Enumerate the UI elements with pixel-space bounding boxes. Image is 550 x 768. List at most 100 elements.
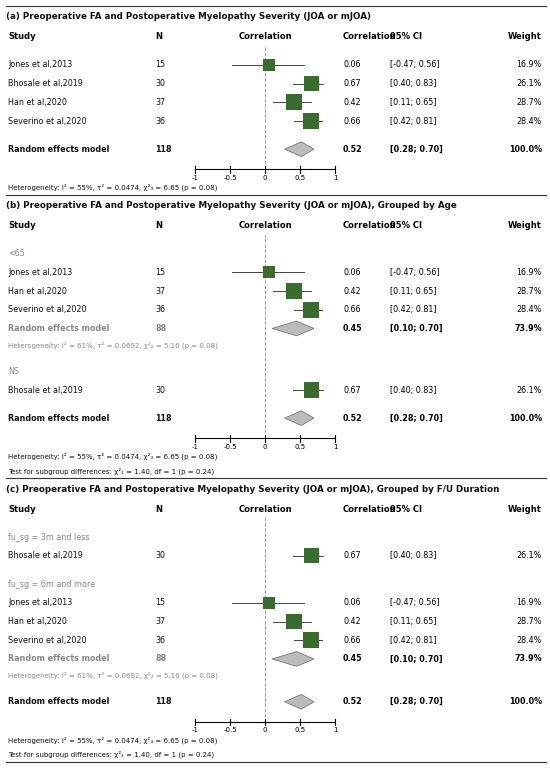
Text: -1: -1 [191,444,199,449]
Text: 1: 1 [333,444,337,449]
Bar [303,302,319,318]
Text: [-0.47; 0.56]: [-0.47; 0.56] [390,268,439,276]
Text: 0.5: 0.5 [294,727,306,733]
Text: (c) Preoperative FA and Postoperative Myelopathy Severity (JOA or mJOA), Grouped: (c) Preoperative FA and Postoperative My… [6,485,499,494]
Text: 0.42: 0.42 [343,617,361,626]
Text: Jones et al,2013: Jones et al,2013 [8,61,72,69]
Text: Heterogeneity: I² = 55%, τ² = 0.0474, χ²₃ = 6.65 (p = 0.08): Heterogeneity: I² = 55%, τ² = 0.0474, χ²… [8,737,217,743]
Text: Bhosale et al,2019: Bhosale et al,2019 [8,386,83,395]
Text: Random effects model: Random effects model [8,324,109,333]
Text: 118: 118 [155,697,172,707]
Text: 73.9%: 73.9% [514,654,542,664]
Bar [263,266,275,278]
Text: 0.67: 0.67 [343,79,361,88]
Text: 100.0%: 100.0% [509,144,542,154]
Text: 0.06: 0.06 [343,61,360,69]
Bar [263,59,275,71]
Text: -0.5: -0.5 [223,444,237,449]
Text: N: N [155,221,162,230]
Text: Severino et al,2020: Severino et al,2020 [8,117,86,126]
Text: 100.0%: 100.0% [509,414,542,422]
Text: Random effects model: Random effects model [8,144,109,154]
Text: Random effects model: Random effects model [8,414,109,422]
Text: Severino et al,2020: Severino et al,2020 [8,305,86,314]
Text: <65: <65 [8,249,25,258]
Bar [263,597,275,609]
Text: Severino et al,2020: Severino et al,2020 [8,636,86,645]
Text: [-0.47; 0.56]: [-0.47; 0.56] [390,61,439,69]
Text: 0: 0 [263,174,267,180]
Text: Han et al,2020: Han et al,2020 [8,617,67,626]
Text: Correlation: Correlation [343,505,397,514]
Text: 28.4%: 28.4% [516,117,542,126]
Text: 118: 118 [155,414,172,422]
Text: Correlation: Correlation [238,32,292,41]
Bar [303,113,319,129]
Text: (a) Preoperative FA and Postoperative Myelopathy Severity (JOA or mJOA): (a) Preoperative FA and Postoperative My… [6,12,371,22]
Text: Han et al,2020: Han et al,2020 [8,98,67,107]
Text: Heterogeneity: I² = 55%, τ² = 0.0474, χ²₃ = 6.65 (p = 0.08): Heterogeneity: I² = 55%, τ² = 0.0474, χ²… [8,452,217,460]
Text: 0.42: 0.42 [343,98,361,107]
Text: 1: 1 [333,727,337,733]
Text: 36: 36 [155,305,165,314]
Text: 0.52: 0.52 [343,697,363,707]
Text: 26.1%: 26.1% [516,386,542,395]
Text: 0.66: 0.66 [343,636,360,645]
Text: 95% CI: 95% CI [390,221,422,230]
Text: Weight: Weight [508,221,542,230]
Text: 15: 15 [155,268,165,276]
Bar [287,283,302,299]
Text: 37: 37 [155,98,165,107]
Text: 0.67: 0.67 [343,386,361,395]
Text: Weight: Weight [508,505,542,514]
Text: 0.45: 0.45 [343,654,362,664]
Text: -0.5: -0.5 [223,174,237,180]
Text: 0.5: 0.5 [294,174,306,180]
Text: [0.28; 0.70]: [0.28; 0.70] [390,697,443,707]
Text: N: N [155,505,162,514]
Polygon shape [272,651,314,667]
Text: 0.5: 0.5 [294,444,306,449]
Text: 28.4%: 28.4% [516,305,542,314]
Text: Correlation: Correlation [343,32,397,41]
Text: Test for subgroup differences: χ²₁ = 1.40, df = 1 (p = 0.24): Test for subgroup differences: χ²₁ = 1.4… [8,751,214,758]
Text: Random effects model: Random effects model [8,654,109,664]
Text: 15: 15 [155,61,165,69]
Bar [304,76,320,91]
Text: 1: 1 [333,174,337,180]
Text: Bhosale et al,2019: Bhosale et al,2019 [8,79,83,88]
Text: 0.06: 0.06 [343,598,360,607]
Text: 28.7%: 28.7% [516,286,542,296]
Text: [0.40; 0.83]: [0.40; 0.83] [390,551,437,561]
Text: 0.42: 0.42 [343,286,361,296]
Text: [0.28; 0.70]: [0.28; 0.70] [390,144,443,154]
Text: Bhosale et al,2019: Bhosale et al,2019 [8,551,83,561]
Text: [0.10; 0.70]: [0.10; 0.70] [390,654,443,664]
Text: 30: 30 [155,79,165,88]
Text: 88: 88 [155,324,166,333]
Text: 73.9%: 73.9% [514,324,542,333]
Text: [0.40; 0.83]: [0.40; 0.83] [390,79,437,88]
Text: Han et al,2020: Han et al,2020 [8,286,67,296]
Text: Study: Study [8,505,36,514]
Text: [0.11; 0.65]: [0.11; 0.65] [390,617,437,626]
Text: 16.9%: 16.9% [516,268,542,276]
Text: 0.66: 0.66 [343,117,360,126]
Text: -0.5: -0.5 [223,727,237,733]
Text: 36: 36 [155,636,165,645]
Text: [0.10; 0.70]: [0.10; 0.70] [390,324,443,333]
Text: 118: 118 [155,144,172,154]
Text: 88: 88 [155,654,166,664]
Text: Heterogeneity: I² = 61%, τ² = 0.0692, χ²₂ = 5.16 (p = 0.08): Heterogeneity: I² = 61%, τ² = 0.0692, χ²… [8,672,218,680]
Text: 0.52: 0.52 [343,144,363,154]
Text: 26.1%: 26.1% [516,79,542,88]
Text: 30: 30 [155,551,165,561]
Bar [304,548,320,564]
Bar [303,632,319,648]
Text: 0: 0 [263,444,267,449]
Text: -1: -1 [191,727,199,733]
Text: 0.66: 0.66 [343,305,360,314]
Text: 100.0%: 100.0% [509,697,542,707]
Polygon shape [284,142,314,157]
Text: 36: 36 [155,117,165,126]
